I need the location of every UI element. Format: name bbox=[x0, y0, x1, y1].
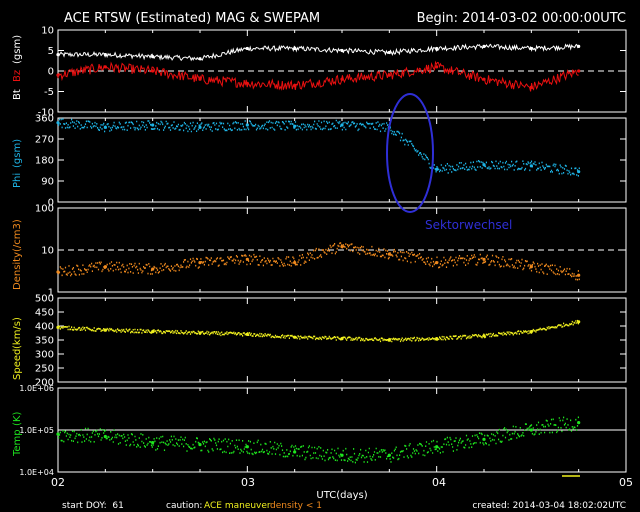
caution-label: caution: bbox=[166, 501, 202, 511]
phi-point bbox=[198, 125, 202, 129]
ylabel-gsm-mag: (gsm) bbox=[12, 35, 23, 64]
temp-point bbox=[56, 432, 60, 436]
phi-ytick-label: 360 bbox=[35, 114, 54, 125]
speed-ytick-label: 250 bbox=[35, 364, 54, 375]
phi-ytick-label: 180 bbox=[35, 156, 54, 167]
bz-point bbox=[577, 69, 581, 73]
ylabel-density-text: Density bbox=[12, 252, 23, 290]
speed-ytick-label: 300 bbox=[35, 350, 54, 361]
start-doy: start DOY: 61 bbox=[62, 501, 124, 511]
ylabel-temp: Temp (K) bbox=[12, 412, 23, 457]
ylabel-temp-unit: (K) bbox=[12, 412, 23, 426]
ylabel-phi-text: Phi bbox=[12, 173, 23, 188]
ylabel-gsm-phi: (gsm) bbox=[12, 139, 23, 168]
series-speed bbox=[56, 319, 581, 343]
temp-point bbox=[482, 437, 486, 441]
ylabel-mag: Bt Bz (gsm) bbox=[12, 35, 23, 100]
speed-ytick-label: 200 bbox=[35, 378, 54, 389]
temp-point bbox=[151, 441, 155, 445]
ylabel-density-unit: (/cm3) bbox=[12, 219, 23, 252]
created-time: created: 2014-03-04 18:02:02UTC bbox=[472, 501, 626, 511]
speed-ytick-label: 350 bbox=[35, 336, 54, 347]
phi-ytick-label: 90 bbox=[41, 177, 54, 188]
density-point bbox=[293, 261, 297, 265]
x-axis-label: UTC(days) bbox=[316, 490, 367, 501]
speed-ytick-label: 500 bbox=[35, 294, 54, 305]
mag-ytick-label: 0 bbox=[48, 67, 54, 78]
ylabel-speed-unit: (km/s) bbox=[12, 317, 23, 349]
plot-title: ACE RTSW (Estimated) MAG & SWEPAM bbox=[64, 11, 320, 26]
temp-ytick-label: 1.0E+06 bbox=[19, 384, 54, 393]
bz-point bbox=[435, 65, 439, 69]
density-ytick-label: 100 bbox=[35, 204, 54, 215]
x-tick-label-3: 05 bbox=[619, 476, 633, 489]
temp-point bbox=[529, 428, 533, 432]
caution-maneuver: ACE maneuver bbox=[204, 501, 271, 511]
temp-point bbox=[245, 445, 249, 449]
sektorwechsel-ellipse bbox=[386, 93, 434, 213]
series-temp bbox=[56, 416, 581, 464]
temp-ytick-label: 1.0E+04 bbox=[19, 468, 54, 477]
series-bz-line bbox=[57, 60, 579, 92]
density-ytick-label: 1 bbox=[48, 288, 54, 299]
ylabel-temp-text: Temp bbox=[12, 429, 23, 457]
x-tick-label-0: 02 bbox=[51, 476, 65, 489]
series-speed-line bbox=[58, 319, 580, 343]
density-point bbox=[577, 273, 581, 277]
caution-density: density < 1 bbox=[270, 501, 322, 511]
ylabel-bz: Bz bbox=[12, 70, 23, 82]
ylabel-phi: Phi (gsm) bbox=[12, 139, 23, 188]
mag-ytick-label: 10 bbox=[41, 26, 54, 37]
phi-point bbox=[151, 123, 155, 127]
x-tick-label-2: 04 bbox=[432, 476, 446, 489]
mag-ytick-label: -5 bbox=[44, 87, 54, 98]
series-phi-line bbox=[58, 118, 580, 177]
series-bt bbox=[56, 43, 581, 62]
temp-point bbox=[103, 434, 107, 439]
sektorwechsel-label: Sektorwechsel bbox=[425, 218, 512, 232]
phi-point bbox=[293, 124, 297, 128]
series-density-line bbox=[58, 242, 580, 281]
phi-ytick-label: 0 bbox=[48, 198, 54, 209]
temp-point bbox=[293, 450, 297, 454]
panel-frame-phi bbox=[57, 117, 627, 203]
series-phi bbox=[56, 118, 581, 177]
phi-point bbox=[577, 170, 581, 174]
temp-ytick-label: 1.0E+05 bbox=[19, 426, 54, 435]
ylabel-density: Density (/cm3) bbox=[12, 219, 23, 290]
density-point bbox=[482, 257, 486, 261]
speed-ytick-label: 400 bbox=[35, 322, 54, 333]
temp-point bbox=[435, 445, 439, 449]
series-bt-line bbox=[57, 43, 580, 62]
density-ytick-label: 10 bbox=[41, 246, 54, 257]
series-bz bbox=[56, 60, 581, 92]
mag-ytick-label: 5 bbox=[48, 46, 54, 57]
series-temp-line bbox=[58, 416, 580, 464]
ylabel-speed-text: Speed bbox=[12, 349, 23, 380]
series-density bbox=[56, 242, 581, 281]
phi-point bbox=[56, 121, 60, 125]
x-tick-label-1: 03 bbox=[241, 476, 255, 489]
phi-ytick-label: 270 bbox=[35, 135, 54, 146]
ylabel-bt: Bt bbox=[12, 89, 23, 100]
speed-ytick-label: 450 bbox=[35, 308, 54, 319]
begin-time: Begin: 2014-03-02 00:00:00UTC bbox=[417, 11, 626, 26]
mag-ytick-label: -10 bbox=[38, 108, 54, 119]
ylabel-speed: Speed (km/s) bbox=[12, 317, 23, 380]
